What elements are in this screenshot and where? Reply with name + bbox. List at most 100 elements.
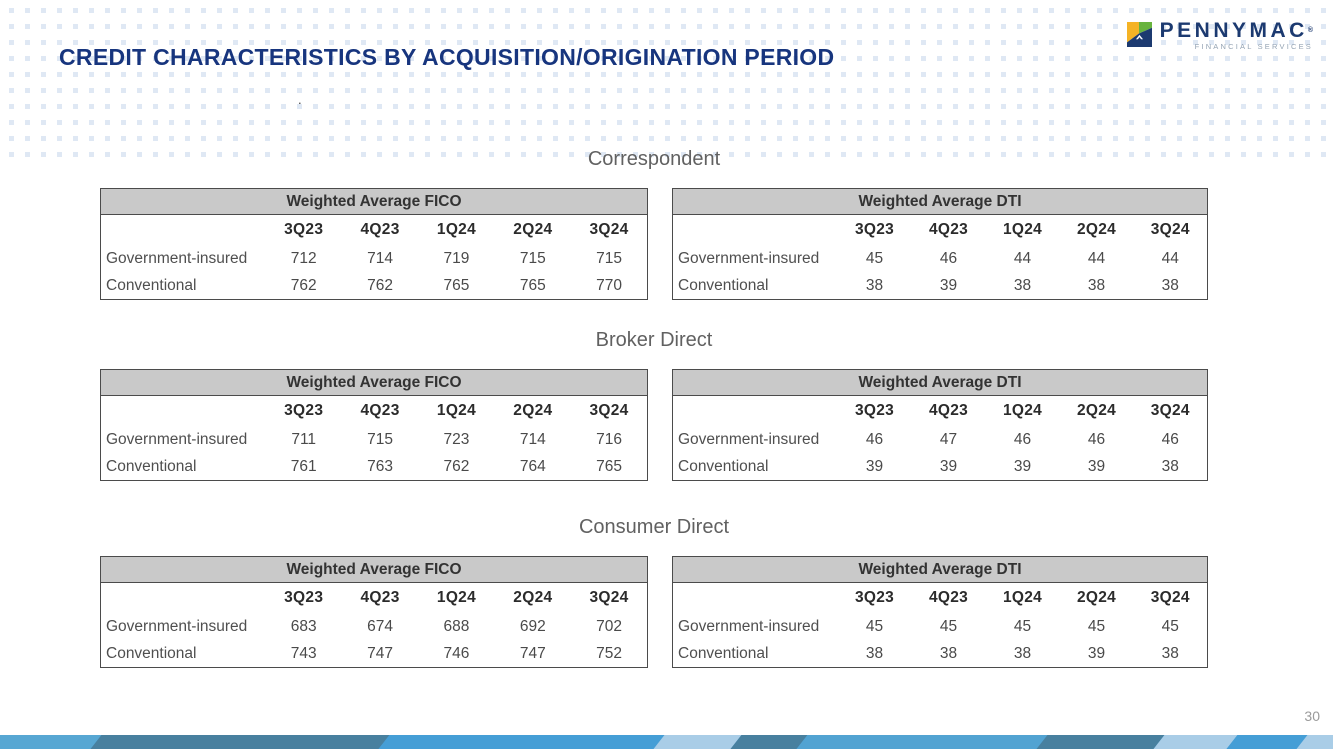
table-row: Government-insured 45 46 44 44 44 — [673, 245, 1208, 272]
cell-value: 761 — [290, 457, 317, 475]
table-row: Conventional 743 747 746 747 752 — [101, 640, 648, 668]
cell-value: 683 — [290, 617, 317, 635]
table-row: Government-insured 46 47 46 46 46 — [673, 426, 1208, 453]
cell-value: 47 — [939, 430, 958, 448]
table-row: Conventional 38 38 38 39 38 — [673, 640, 1208, 668]
column-header: 3Q24 — [589, 589, 629, 606]
dot-grid-background — [0, 0, 1333, 158]
correspondent-dti-table: Weighted Average DTI 3Q23 4Q23 1Q24 2Q24… — [672, 188, 1208, 300]
column-header: 3Q24 — [589, 221, 629, 238]
cell-value: 39 — [1013, 457, 1032, 475]
row-label: Government-insured — [106, 430, 248, 448]
cell-value: 765 — [443, 276, 470, 294]
corner-cell — [101, 396, 266, 427]
page-number: 30 — [1304, 708, 1320, 724]
column-header: 4Q23 — [360, 221, 400, 238]
logo-tagline: FINANCIAL SERVICES — [1194, 42, 1313, 51]
cell-value: 747 — [519, 644, 546, 662]
column-header: 3Q23 — [284, 221, 324, 238]
table-row: Conventional 761 763 762 764 765 — [101, 453, 648, 481]
cell-value: 715 — [519, 249, 546, 267]
cell-value: 762 — [367, 276, 394, 294]
table-row: Government-insured 712 714 719 715 715 — [101, 245, 648, 272]
row-label: Conventional — [678, 276, 769, 294]
table-row: Conventional 38 39 38 38 38 — [673, 272, 1208, 300]
stray-period: . — [298, 92, 302, 107]
column-header: 1Q24 — [436, 589, 477, 606]
section-title: Consumer Direct — [578, 516, 730, 538]
footer-segment — [90, 735, 390, 749]
cell-value: 45 — [1087, 617, 1106, 635]
cell-value: 746 — [443, 644, 470, 662]
cell-value: 765 — [519, 276, 546, 294]
cell-value: 45 — [865, 249, 884, 267]
row-label: Conventional — [106, 644, 197, 662]
table-row: Government-insured 711 715 723 714 716 — [101, 426, 648, 453]
tables-row: Weighted Average FICO 3Q23 4Q23 1Q24 2Q2… — [100, 188, 1208, 300]
cell-value: 714 — [519, 430, 546, 448]
cell-value: 714 — [367, 249, 394, 267]
footer-mosaic-bar — [0, 735, 1333, 749]
tables-row: Weighted Average FICO 3Q23 4Q23 1Q24 2Q2… — [100, 369, 1208, 481]
cell-value: 45 — [939, 617, 958, 635]
column-header: 1Q24 — [1002, 402, 1043, 419]
footer-segment — [1153, 735, 1238, 749]
row-label: Government-insured — [678, 249, 820, 267]
cell-value: 743 — [290, 644, 317, 662]
consumer-direct-dti-table: Weighted Average DTI 3Q23 4Q23 1Q24 2Q24… — [672, 556, 1208, 668]
cell-value: 715 — [367, 430, 394, 448]
row-label: Conventional — [678, 644, 769, 662]
cell-value: 39 — [939, 457, 958, 475]
section-title: Correspondent — [587, 148, 721, 170]
cell-value: 39 — [865, 457, 884, 475]
row-label: Government-insured — [106, 617, 248, 635]
cell-value: 38 — [865, 644, 884, 662]
section-correspondent: Correspondent Weighted Average FICO 3Q23… — [100, 147, 1208, 300]
cell-value: 45 — [1161, 617, 1179, 635]
cell-value: 46 — [1161, 430, 1179, 448]
footer-segment — [653, 735, 742, 749]
section-title: Broker Direct — [595, 329, 713, 351]
cell-value: 38 — [1013, 644, 1032, 662]
cell-value: 38 — [1087, 276, 1106, 294]
cell-value: 674 — [367, 617, 394, 635]
column-header: 3Q24 — [589, 402, 629, 419]
pennymac-logo-icon — [1126, 22, 1152, 52]
cell-value: 38 — [1013, 276, 1032, 294]
cell-value: 752 — [596, 644, 622, 662]
logo-text: PENNYMAC® FINANCIAL SERVICES — [1160, 19, 1313, 51]
column-header: 4Q23 — [360, 402, 400, 419]
column-header: 3Q23 — [284, 402, 324, 419]
logo-brand: PENNYMAC® — [1159, 19, 1313, 42]
column-header: 2Q24 — [1076, 402, 1117, 419]
column-header: 1Q24 — [436, 402, 477, 419]
cell-value: 715 — [596, 249, 622, 267]
cell-value: 38 — [939, 644, 958, 662]
footer-segment — [0, 735, 102, 749]
row-label: Government-insured — [678, 617, 820, 635]
column-header: 3Q23 — [284, 589, 324, 606]
cell-value: 45 — [865, 617, 884, 635]
table-title: Weighted Average DTI — [672, 369, 1208, 396]
column-header: 4Q23 — [928, 589, 969, 606]
corner-cell — [673, 215, 838, 246]
cell-value: 762 — [290, 276, 317, 294]
cell-value: 39 — [1087, 457, 1106, 475]
footer-segment — [796, 735, 1048, 749]
cell-value: 770 — [596, 276, 622, 294]
row-label: Government-insured — [678, 430, 820, 448]
cell-value: 712 — [290, 249, 317, 267]
column-header: 3Q23 — [854, 589, 895, 606]
column-header: 2Q24 — [513, 589, 553, 606]
broker-direct-fico-table: Weighted Average FICO 3Q23 4Q23 1Q24 2Q2… — [100, 369, 648, 481]
cell-value: 747 — [367, 644, 394, 662]
cell-value: 719 — [443, 249, 470, 267]
column-header: 1Q24 — [1002, 221, 1043, 238]
table-title: Weighted Average DTI — [672, 188, 1208, 215]
footer-segment — [1226, 735, 1308, 749]
cell-value: 716 — [596, 430, 622, 448]
cell-value: 723 — [443, 430, 470, 448]
table-title: Weighted Average FICO — [100, 369, 648, 396]
cell-value: 44 — [1087, 249, 1106, 267]
